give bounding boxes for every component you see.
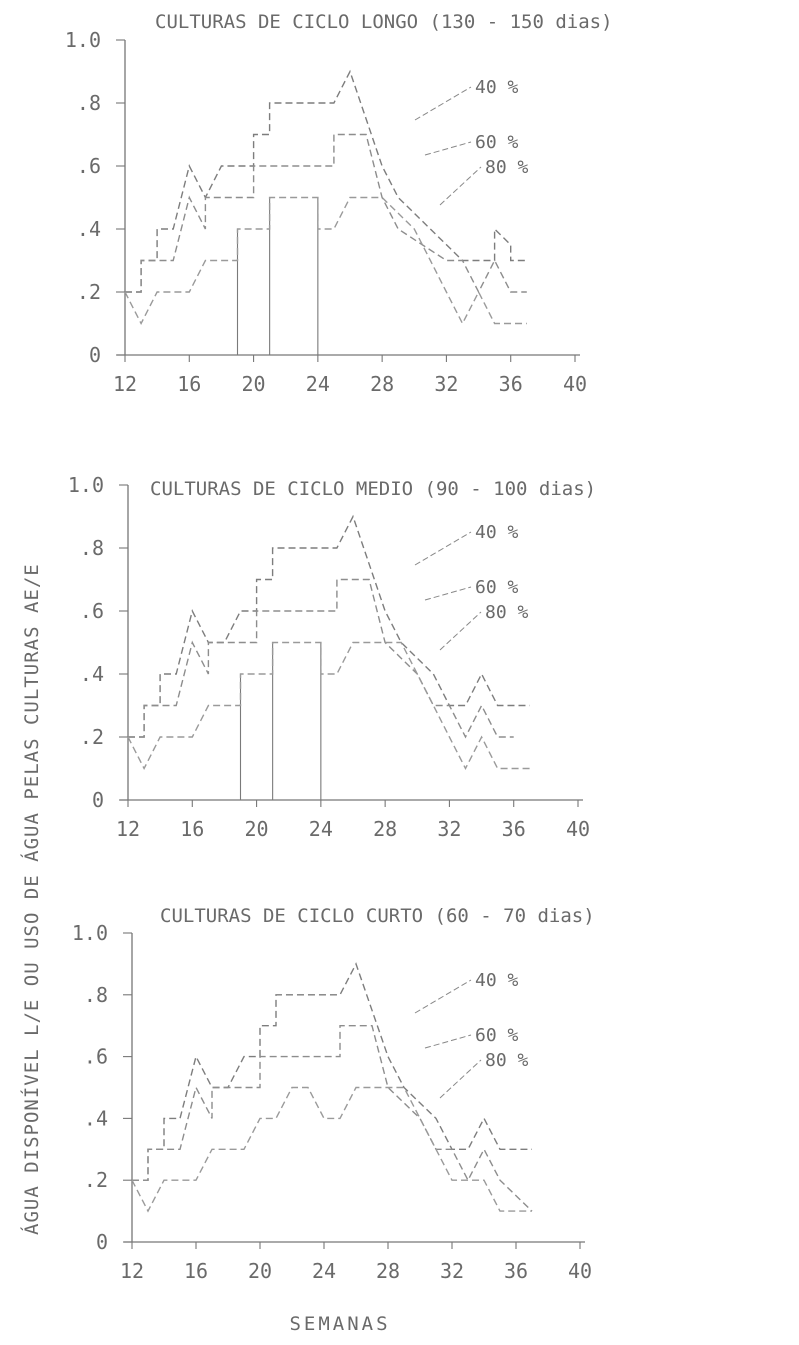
figure-xlabel: SEMANAS [289,1313,390,1335]
y-tick-label: .8 [80,536,104,560]
x-tick-label: 32 [440,1259,464,1283]
y-tick-label: 1.0 [65,28,101,52]
x-tick-label: 16 [184,1259,208,1283]
x-tick-label: 16 [177,372,201,396]
x-tick-label: 40 [568,1259,592,1283]
series-line-80 [131,1086,532,1213]
y-tick-label: .2 [84,1168,108,1192]
x-tick-label: 24 [312,1259,336,1283]
annotation-label: 80 % [485,1050,529,1071]
series-line-80 [127,641,530,771]
x-tick-label: 20 [242,372,266,396]
chart-panel-1: CULTURAS DE CICLO LONGO (130 - 150 dias)… [65,11,613,396]
y-tick-label: .2 [77,280,101,304]
annotation-label: 40 % [475,522,519,543]
annotation-leader [414,979,472,1014]
series-line-40 [125,69,527,293]
chart-panel-3: CULTURAS DE CICLO CURTO (60 - 70 dias) 0.… [72,905,595,1283]
x-tick-label: 36 [502,817,526,841]
x-tick-label: 36 [504,1259,528,1283]
x-tick-label: 40 [566,817,590,841]
series-line-40 [128,514,530,738]
series-line-60 [132,1024,533,1212]
x-tick-label: 32 [434,372,458,396]
y-tick-label: 0 [96,1230,108,1254]
x-tick-label: 24 [309,817,333,841]
chart-title: CULTURAS DE CICLO LONGO (130 - 150 dias) [155,11,613,33]
annotation-label: 60 % [475,132,519,153]
annotation-label: 40 % [475,77,519,98]
x-tick-label: 28 [370,372,394,396]
series-line-40 [132,962,532,1181]
series-line-60 [125,133,527,294]
y-tick-label: 0 [89,343,101,367]
annotation-label: 40 % [475,970,519,991]
annotation-label: 60 % [475,577,519,598]
y-tick-label: .2 [80,725,104,749]
y-tick-label: .6 [84,1045,108,1069]
annotation-leader [424,1034,472,1049]
annotation-leader [439,1059,482,1099]
x-tick-label: 12 [113,372,137,396]
annotation-leader [414,531,472,566]
x-tick-label: 36 [499,372,523,396]
x-tick-label: 20 [248,1259,272,1283]
x-tick-label: 16 [180,817,204,841]
chart-panels: CULTURAS DE CICLO LONGO (130 - 150 dias)… [65,11,613,1283]
x-tick-label: 12 [116,817,140,841]
annotation-leader [439,166,482,206]
y-tick-label: .8 [77,91,101,115]
figure-ylabel: ÁGUA DISPONÍVEL L/E OU USO DE ÁGUA PELAS… [20,563,43,1235]
chart-panel-2: CULTURAS DE CICLO MEDIO (90 - 100 dias) 0… [68,473,596,841]
chart-title: CULTURAS DE CICLO MEDIO (90 - 100 dias) [150,478,596,500]
y-tick-label: .4 [84,1106,108,1130]
chart-title: CULTURAS DE CICLO CURTO (60 - 70 dias) [160,905,595,927]
y-tick-label: 1.0 [72,921,108,945]
x-tick-label: 28 [373,817,397,841]
x-tick-label: 24 [306,372,330,396]
annotation-leader [414,86,472,121]
annotation-label: 80 % [485,157,529,178]
y-tick-label: .8 [84,983,108,1007]
y-tick-label: .4 [77,217,101,241]
x-tick-label: 28 [376,1259,400,1283]
annotation-leader [424,586,472,601]
y-tick-label: 0 [92,788,104,812]
y-tick-label: 1.0 [68,473,104,497]
x-tick-label: 20 [245,817,269,841]
annotation-leader [439,611,482,651]
x-tick-label: 12 [120,1259,144,1283]
y-tick-label: .6 [80,599,104,623]
annotation-label: 80 % [485,602,529,623]
y-tick-label: .4 [80,662,104,686]
annotation-leader [424,141,472,156]
series-line-60 [128,578,514,739]
x-tick-label: 40 [563,372,587,396]
annotation-label: 60 % [475,1025,519,1046]
x-tick-label: 32 [437,817,461,841]
y-tick-label: .6 [77,154,101,178]
series-line-80 [124,196,527,326]
